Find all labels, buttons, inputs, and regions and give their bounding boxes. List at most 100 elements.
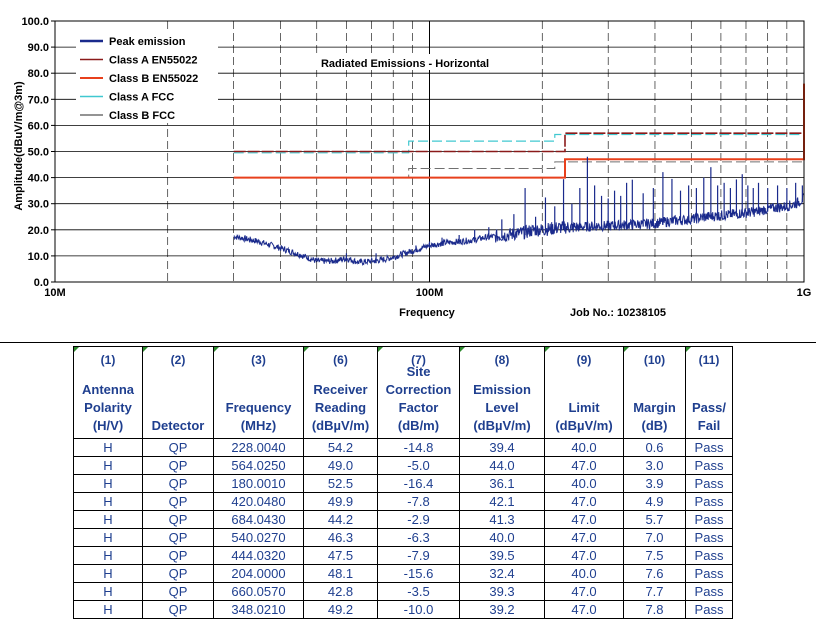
x-axis-label: Frequency [399,307,456,319]
column-header: (3) Frequency (MHz) [213,346,304,439]
table-row: H QP 684.0430 44.2 -2.9 41.3 47.0 5.7 Pass [73,510,733,529]
column-header: (2) Detector [142,346,214,439]
emissions-chart: 0.0 10.0 20.0 30.0 40.0 50.0 60.0 70.0 80.0 90.0 1… [13,16,811,319]
column-label-line: (dBµV/m) [311,418,370,433]
table-cell: 180.0010 [213,474,304,493]
table-cell: 540.0270 [213,528,304,547]
table-cell: 3.9 [623,474,686,493]
table-cell: 48.1 [303,564,378,583]
column-label-line: Polarity [84,400,132,415]
table-row: H QP 444.0320 47.5 -7.9 39.5 47.0 7.5 Pass [73,546,733,565]
column-label-line: Emission [473,382,531,397]
table-row: H QP 348.0210 49.2 -10.0 39.2 47.0 7.8 Pass [73,600,733,619]
column-label-line: Fail [697,418,721,433]
table-cell: 348.0210 [213,600,304,619]
table-cell: 46.3 [303,528,378,547]
y-axis-label: Amplitude(dBuV/m@3m) [13,81,25,211]
column-number: (6) [333,353,348,367]
table-cell: 54.2 [303,438,378,457]
table-cell: 40.0 [544,438,624,457]
y-tick-label: 30.0 [28,199,49,211]
table-cell: Pass [685,492,733,511]
table-cell: 39.5 [459,546,545,565]
table-cell: 39.3 [459,582,545,601]
y-tick-label: 20.0 [28,225,49,237]
table-cell: 49.2 [303,600,378,619]
table-cell: 32.4 [459,564,545,583]
legend-label: Class B FCC [109,110,175,122]
column-label-line: Frequency [225,400,292,415]
table-row: H QP 420.0480 49.9 -7.8 42.1 47.0 4.9 Pass [73,492,733,511]
table-cell: -14.8 [377,438,460,457]
table-cell: -6.3 [377,528,460,547]
column-number: (11) [698,353,720,367]
table-cell: H [73,492,143,511]
table-cell: QP [142,510,214,529]
y-tick-label: 10.0 [28,251,49,263]
legend-label: Class A FCC [109,92,174,104]
column-label-line: Correction [385,382,452,397]
column-number: (8) [494,353,510,367]
column-label: Emission Level (dBµV/m) [460,381,544,435]
column-label: Detector [143,417,213,435]
column-number: (9) [576,353,592,367]
table-cell: H [73,564,143,583]
column-label: Antenna Polarity (H/V) [74,381,142,435]
table-cell: 564.0250 [213,456,304,475]
table-body: H QP 228.0040 54.2 -14.8 39.4 40.0 0.6 Pass H QP 56… [73,438,733,619]
table-cell: Pass [685,474,733,493]
table-cell: 204.0000 [213,564,304,583]
table-cell: Pass [685,510,733,529]
column-label: Receiver Reading (dBµV/m) [304,381,377,435]
table-cell: -15.6 [377,564,460,583]
peak-emission-trace [233,156,805,267]
table-cell: H [73,474,143,493]
table-cell: Pass [685,546,733,565]
y-tick-label: 90.0 [28,42,49,54]
table-cell: Pass [685,528,733,547]
table-cell: QP [142,474,214,493]
limit-lines [233,83,805,179]
column-label: Site Correction Factor (dB/m) [378,363,459,435]
table-row: H QP 228.0040 54.2 -14.8 39.4 40.0 0.6 Pass [73,438,733,457]
table-cell: Pass [685,456,733,475]
limit-line [233,161,804,179]
table-cell: 39.4 [459,438,545,457]
column-number: (1) [100,353,116,367]
table-cell: 47.5 [303,546,378,565]
legend-label: Peak emission [109,36,186,48]
column-label-line: (dBµV/m) [473,418,531,433]
legend: Peak emission Class A EN55022 Class B EN55… [80,36,198,122]
x-tick-labels: 10M 100M 1G [44,287,811,299]
column-label-line: Antenna [82,382,134,397]
table-row: H QP 564.0250 49.0 -5.0 44.0 47.0 3.0 Pass [73,456,733,475]
job-number: Job No.: 10238105 [570,307,666,319]
table-cell: 47.0 [544,546,624,565]
table-cell: 40.0 [544,564,624,583]
table-cell: 4.9 [623,492,686,511]
table-cell: 5.7 [623,510,686,529]
column-label-line: Receiver [313,382,368,397]
table-cell: Pass [685,564,733,583]
table-cell: H [73,528,143,547]
column-label-line: (dB) [641,418,668,433]
table-cell: -5.0 [377,456,460,475]
y-tick-label: 40.0 [28,173,49,185]
table-cell: 444.0320 [213,546,304,565]
column-label-line: Reading [314,400,367,415]
table-row: H QP 540.0270 46.3 -6.3 40.0 47.0 7.0 Pass [73,528,733,547]
column-number: (3) [251,353,266,367]
y-tick-label: 60.0 [28,120,49,132]
table-cell: QP [142,528,214,547]
table-cell: 49.0 [303,456,378,475]
x-tick-label: 1G [797,287,812,299]
column-header: (10) Margin (dB) [623,346,686,439]
table-cell: QP [142,456,214,475]
table-cell: 7.0 [623,528,686,547]
column-label-line: (MHz) [240,418,277,433]
table-cell: -7.8 [377,492,460,511]
column-header: (8) Emission Level (dBµV/m) [459,346,545,439]
x-tick-label: 10M [44,287,65,299]
table-cell: H [73,438,143,457]
limit-line [233,83,805,179]
